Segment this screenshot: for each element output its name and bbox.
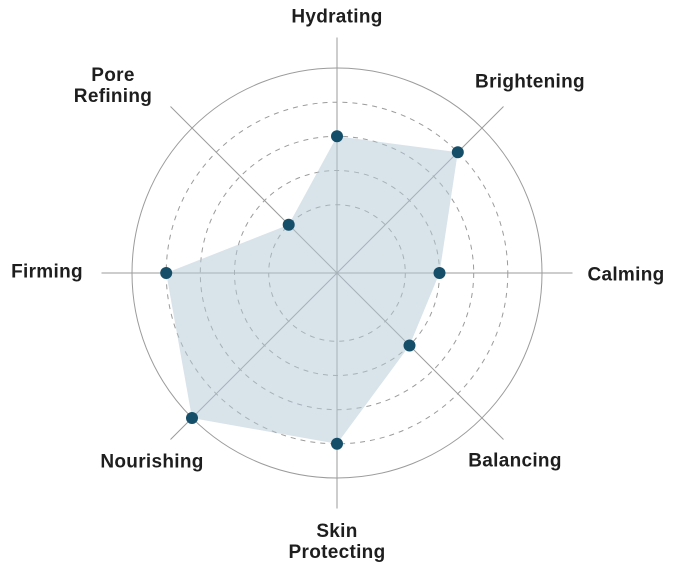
- data-point-balancing: [403, 339, 416, 352]
- data-point-calming: [433, 267, 446, 279]
- data-point-firming: [160, 267, 173, 279]
- data-point-hydrating: [331, 130, 343, 143]
- data-point-brightening: [451, 146, 464, 159]
- data-polygon-shape: [166, 136, 458, 444]
- axis-label-calming: Calming: [587, 264, 665, 286]
- axis-label-brightening: Brightening: [475, 71, 585, 93]
- axis-label-nourishing: Nourishing: [100, 451, 204, 473]
- data-point-pore-refining: [282, 218, 295, 231]
- axis-label-pore-refining: Pore Refining: [73, 65, 153, 107]
- data-point-nourishing: [186, 412, 198, 424]
- axis-label-balancing: Balancing: [468, 450, 562, 472]
- data-point-skin-protecting: [331, 437, 343, 450]
- axis-label-skin-protecting: Skin Protecting: [288, 521, 386, 563]
- data-points: [160, 130, 464, 450]
- axis-label-firming: Firming: [11, 261, 83, 283]
- axis-label-hydrating: Hydrating: [291, 6, 383, 28]
- data-polygon: [166, 136, 458, 444]
